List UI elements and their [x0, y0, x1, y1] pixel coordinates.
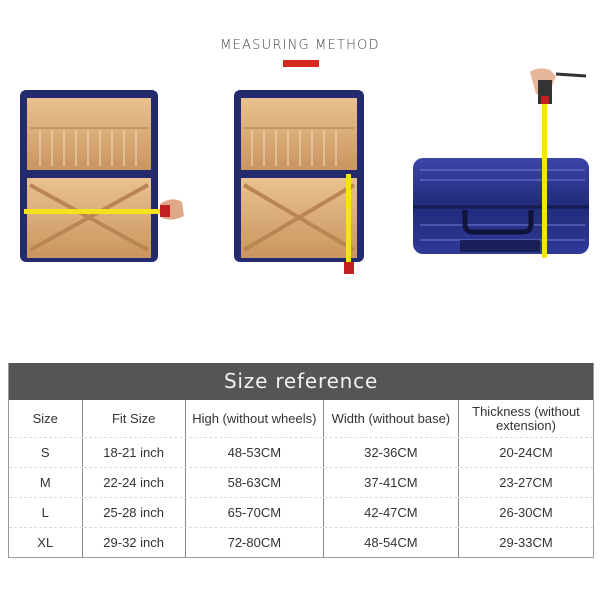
table-cell: 37-41CM	[322, 468, 458, 497]
table-cell: 20-24CM	[457, 438, 593, 467]
table-cell: 42-47CM	[322, 498, 458, 527]
table-cell: 32-36CM	[322, 438, 458, 467]
table-cell: 29-33CM	[457, 528, 593, 557]
table-cell: L	[41, 504, 49, 520]
column-header: High (without wheels)	[184, 400, 323, 437]
table-cell: 65-70CM	[184, 498, 323, 527]
table-header-row: Size Fit Size High (without wheels) Widt…	[9, 400, 593, 437]
table-cell: 18-21 inch	[81, 438, 185, 467]
column-header: Fit Size	[81, 400, 185, 437]
table-cell: 26-30CM	[457, 498, 593, 527]
measuring-method-title: MEASURING METHOD	[220, 38, 380, 53]
measuring-tape-horizontal	[24, 209, 164, 214]
size-reference-table: Size reference Size Fit Size High (witho…	[8, 363, 594, 558]
table-cell: 48-54CM	[322, 528, 458, 557]
table-cell: 25-28 inch	[81, 498, 185, 527]
table-cell: S	[40, 444, 50, 460]
title-accent-bar	[283, 60, 319, 67]
open-suitcase-width-photo	[20, 90, 184, 262]
table-cell: M	[39, 474, 51, 490]
table-cell: 22-24 inch	[81, 468, 185, 497]
table-cell: 58-63CM	[184, 468, 323, 497]
table-cell: 23-27CM	[457, 468, 593, 497]
open-suitcase-height-photo	[234, 90, 364, 274]
table-row: XL 29-32 inch 72-80CM 48-54CM 29-33CM	[9, 527, 593, 557]
column-header: Thickness (without extension)	[457, 400, 593, 437]
measuring-photos	[20, 68, 589, 274]
table-cell: 72-80CM	[184, 528, 323, 557]
column-header: Width (without base)	[322, 400, 458, 437]
measuring-tape-vertical	[542, 76, 547, 258]
table-title: Size reference	[9, 363, 593, 400]
closed-suitcase-thickness-photo	[413, 68, 589, 258]
table-row: S 18-21 inch 48-53CM 32-36CM 20-24CM	[9, 437, 593, 467]
table-row: L 25-28 inch 65-70CM 42-47CM 26-30CM	[9, 497, 593, 527]
table-cell: 48-53CM	[184, 438, 323, 467]
table-cell: 29-32 inch	[81, 528, 185, 557]
column-header: Size	[32, 410, 58, 426]
table-row: M 22-24 inch 58-63CM 37-41CM 23-27CM	[9, 467, 593, 497]
table-cell: XL	[37, 534, 54, 550]
measuring-tape-vertical	[346, 174, 351, 272]
